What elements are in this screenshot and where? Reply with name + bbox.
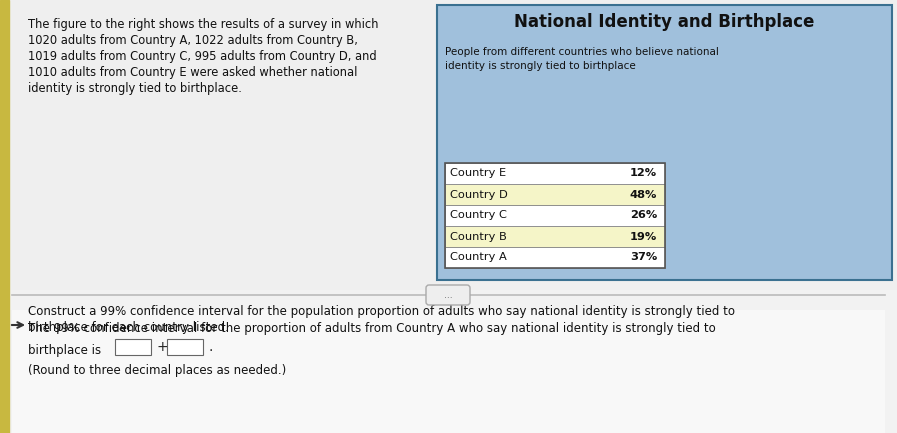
Text: 26%: 26% [630,210,657,220]
Text: The 99% confidence interval for the proportion of adults from Country A who say : The 99% confidence interval for the prop… [28,322,716,335]
Bar [0,290,897,433]
Text: Construct a 99% confidence interval for the population proportion of adults who : Construct a 99% confidence interval for … [28,305,735,318]
Text: ...: ... [444,291,452,300]
Bar [0,0,897,290]
Text: 1019 adults from Country C, 995 adults from Country D, and: 1019 adults from Country C, 995 adults f… [28,50,377,63]
Text: People from different countries who believe national: People from different countries who beli… [445,47,718,57]
Text: Country D: Country D [450,190,508,200]
Text: 12%: 12% [630,168,657,178]
Text: 1020 adults from Country A, 1022 adults from Country B,: 1020 adults from Country A, 1022 adults … [28,34,358,47]
Bar [445,163,665,268]
Bar [12,310,885,433]
Text: identity is strongly tied to birthplace: identity is strongly tied to birthplace [445,61,636,71]
Bar [0,0,9,433]
Text: Country E: Country E [450,168,506,178]
Text: birthplace for each country listed.: birthplace for each country listed. [28,321,229,334]
Bar [445,226,665,247]
Text: Country C: Country C [450,210,507,220]
Bar [437,5,892,280]
FancyBboxPatch shape [426,285,470,305]
Text: National Identity and Birthplace: National Identity and Birthplace [514,13,814,31]
Text: Country B: Country B [450,232,507,242]
Text: 1010 adults from Country E were asked whether national: 1010 adults from Country E were asked wh… [28,66,357,79]
Bar [115,339,151,355]
Bar [445,247,665,268]
Text: 48%: 48% [630,190,657,200]
Bar [445,205,665,226]
Text: Country A: Country A [450,252,507,262]
Text: identity is strongly tied to birthplace.: identity is strongly tied to birthplace. [28,82,242,95]
Text: The figure to the right shows the results of a survey in which: The figure to the right shows the result… [28,18,379,31]
Text: +: + [156,340,168,354]
Bar [167,339,203,355]
Text: .: . [209,340,213,354]
Text: 37%: 37% [630,252,657,262]
Bar [445,184,665,205]
Text: 19%: 19% [630,232,657,242]
Text: birthplace is: birthplace is [28,344,101,357]
Text: (Round to three decimal places as needed.): (Round to three decimal places as needed… [28,364,286,377]
Bar [445,163,665,184]
